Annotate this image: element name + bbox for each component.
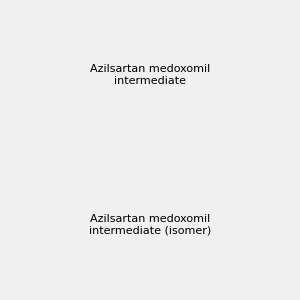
- Text: Azilsartan medoxomil
intermediate (isomer): Azilsartan medoxomil intermediate (isome…: [89, 214, 211, 236]
- Text: Azilsartan medoxomil
intermediate: Azilsartan medoxomil intermediate: [90, 64, 210, 86]
